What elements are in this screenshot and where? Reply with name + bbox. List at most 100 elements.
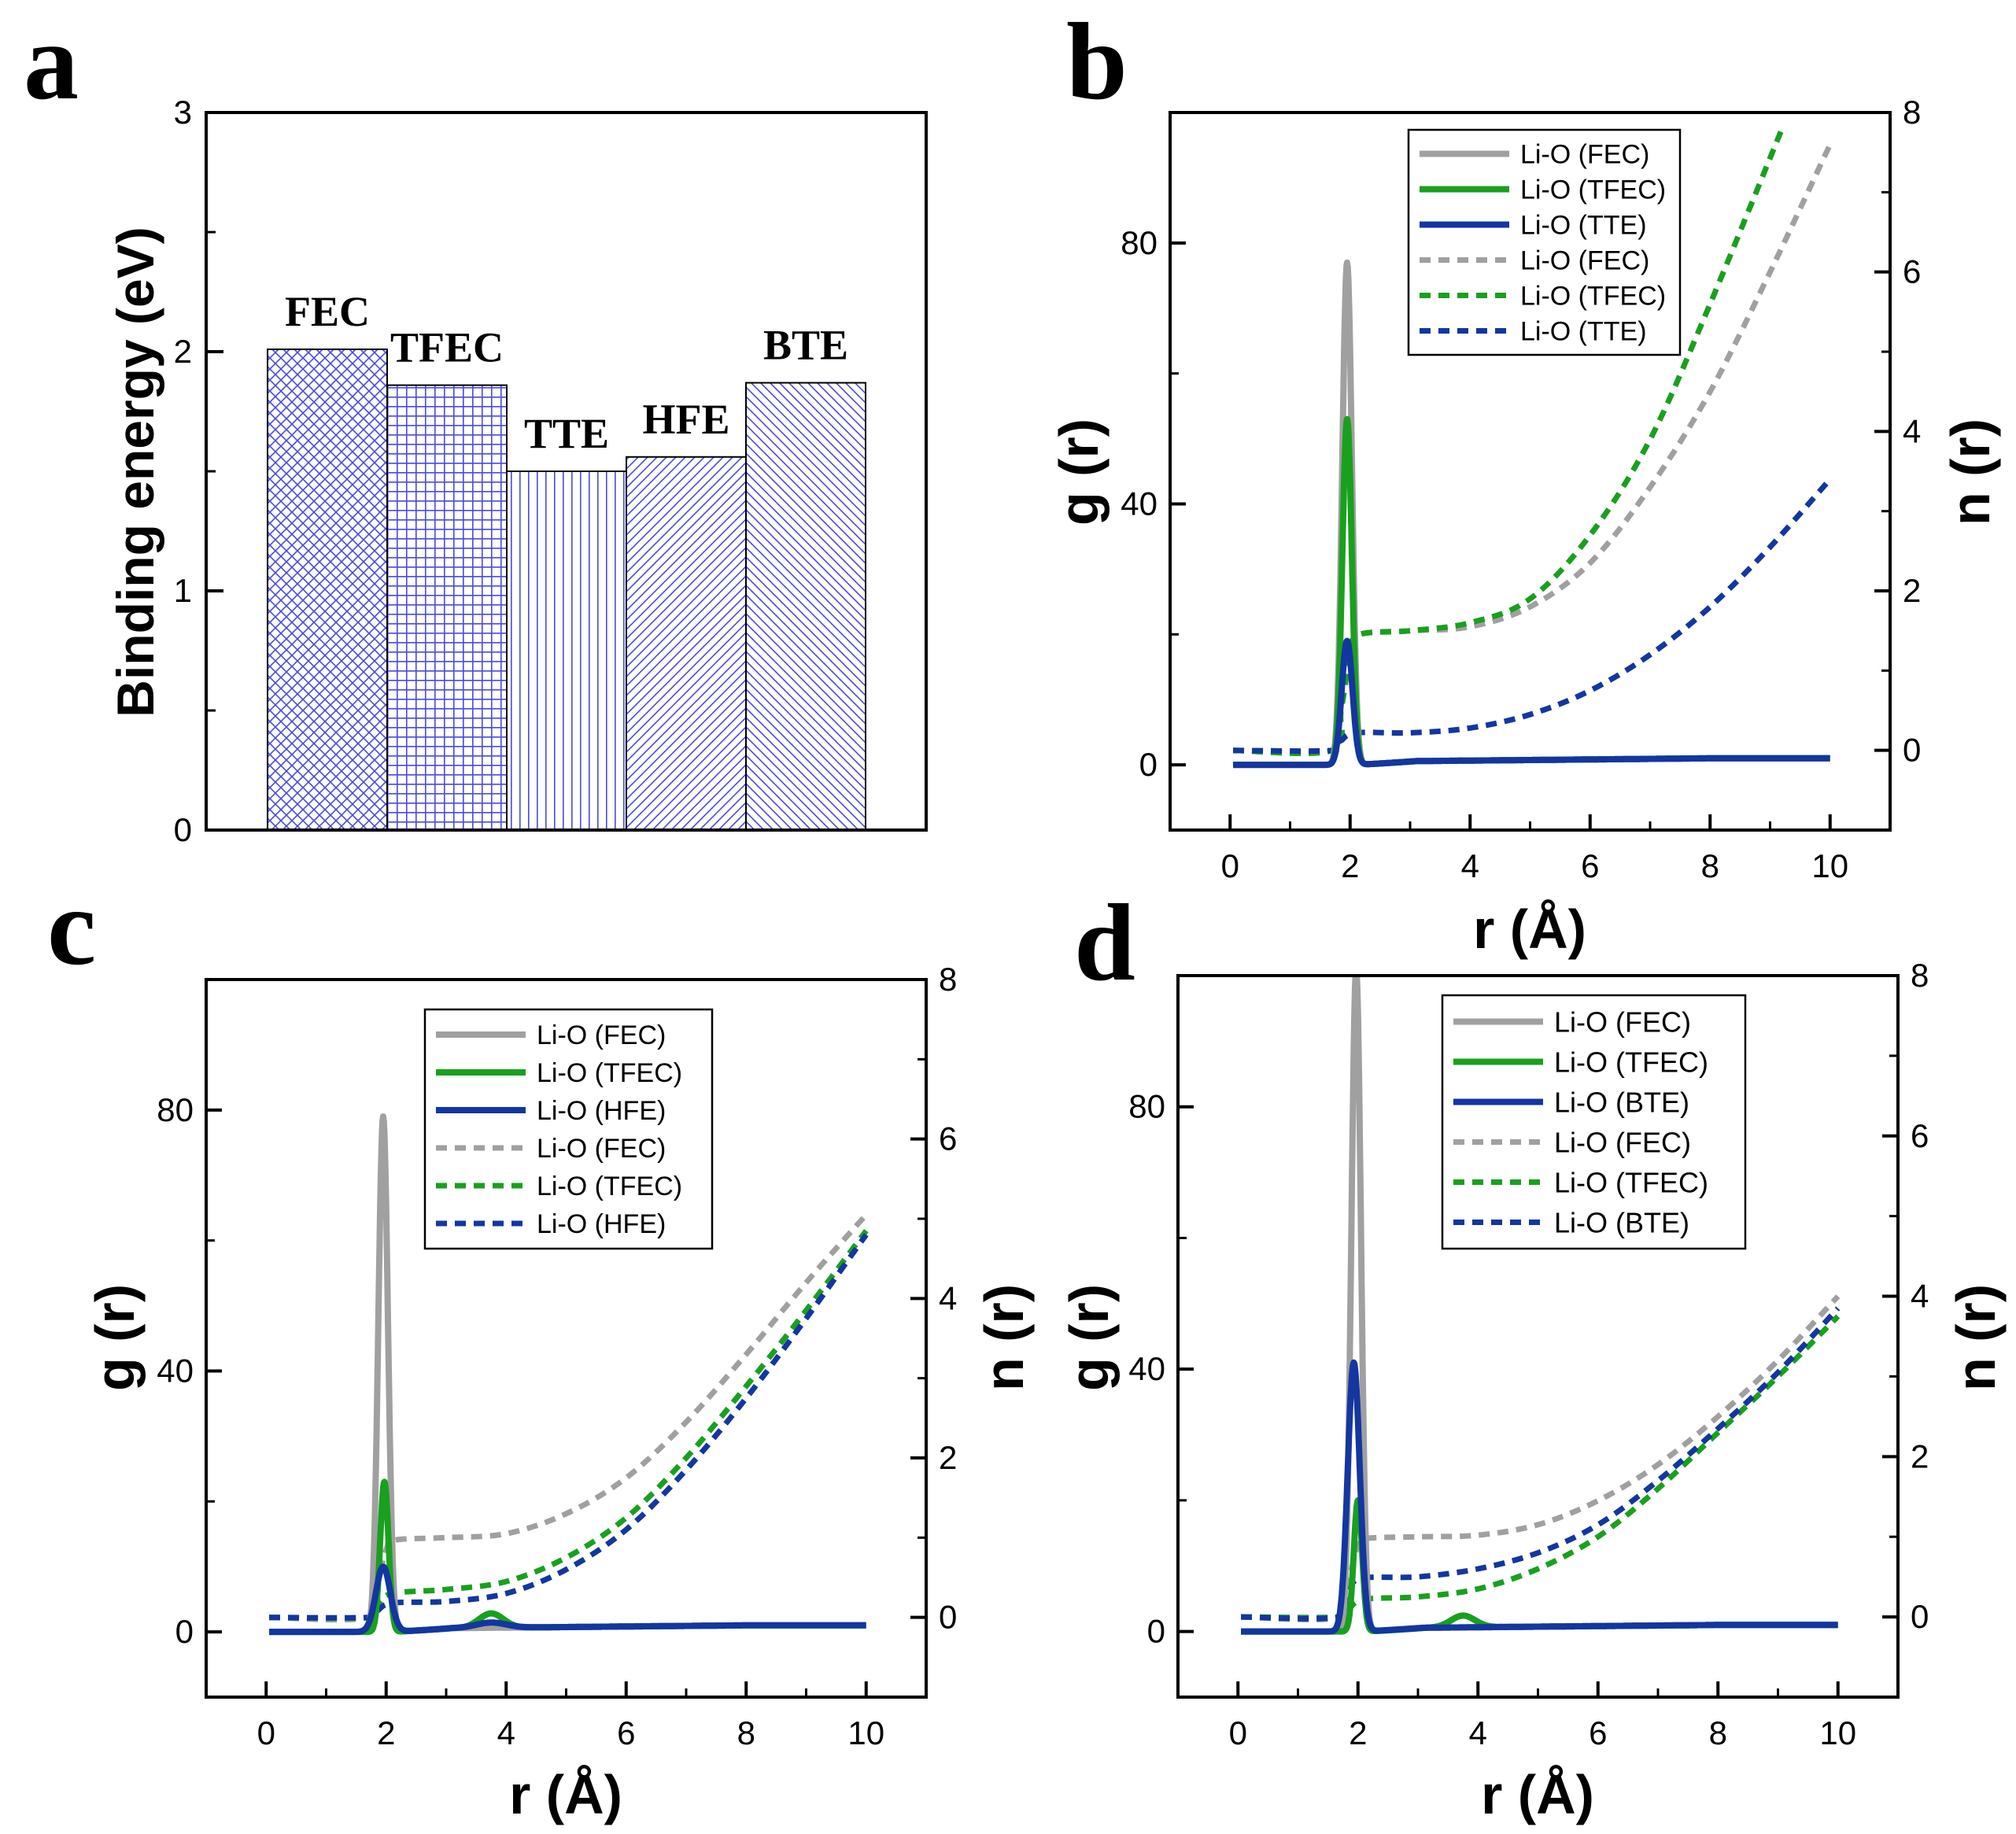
x-tick-label: 0 — [257, 1714, 275, 1751]
legend: Li-O (FEC) Li-O (TFEC) Li-O (BTE) Li-O (FEC… — [1441, 994, 1747, 1250]
y-right-tick-label: 0 — [939, 1599, 957, 1636]
x-tick-label: 4 — [1461, 847, 1479, 884]
y-right-tick-label: 2 — [1911, 1437, 1929, 1474]
legend-entry-label: Li-O (TTE) — [1520, 211, 1647, 241]
x-tick-label: 6 — [617, 1714, 635, 1751]
y-axis-label: Binding energy (eV) — [106, 227, 164, 717]
legend-entry-label: Li-O (FEC) — [537, 1134, 666, 1164]
panel-letter-b: b — [1066, 1, 1128, 123]
legend: Li-O (FEC) Li-O (TFEC) Li-O (TTE) Li-O (FEC… — [1407, 128, 1682, 356]
panel-letter-a: a — [24, 1, 79, 123]
x-tick-label: 8 — [1709, 1714, 1727, 1751]
y-right-tick-label: 8 — [939, 961, 957, 998]
series-lines — [1230, 127, 1833, 769]
legend-entry-label: Li-O (TFEC) — [537, 1172, 682, 1201]
y-tick-label: 40 — [157, 1352, 194, 1389]
bars — [267, 348, 866, 831]
series-li-o-hfe-rdf-solid — [266, 1563, 869, 1636]
x-tick-label: 2 — [1341, 847, 1359, 884]
y-tick-label: 0 — [1139, 746, 1158, 783]
y-tick-label: 1 — [174, 572, 192, 609]
y-axis-label: g (r) — [84, 1284, 146, 1391]
y-right-tick-label: 6 — [939, 1120, 957, 1157]
y-tick-label: 80 — [1121, 224, 1158, 261]
series-li-o-fec-cumulative-dashed — [269, 1212, 869, 1623]
legend-entry-label: Li-O (FEC) — [1554, 1006, 1691, 1038]
series-li-o-tfec-cumulative-dashed — [269, 1229, 869, 1622]
y-tick-label: 40 — [1128, 1350, 1165, 1387]
y-right-tick-label: 0 — [1911, 1598, 1929, 1635]
y-right-tick-label: 6 — [1903, 253, 1921, 290]
y-tick-label: 0 — [175, 1613, 194, 1650]
y-right-tick-label: 6 — [1911, 1117, 1929, 1154]
legend-box — [1441, 994, 1747, 1250]
y-tick-label: 2 — [174, 333, 192, 370]
y-right-tick-label: 8 — [1911, 957, 1929, 994]
axis-ticks: 0 2 4 6 8 10 0 40 80 0 2 4 6 8 — [157, 961, 957, 1751]
legend-box — [423, 1008, 714, 1250]
axis-ticks: 0 2 4 6 8 10 0 40 80 0 2 4 6 8 — [1128, 957, 1929, 1751]
legend-entry-label: Li-O (TTE) — [1520, 317, 1647, 347]
bar-tte — [506, 470, 627, 831]
x-tick-label: 10 — [1819, 1714, 1856, 1751]
panel-letter-c: c — [47, 866, 96, 988]
bar-fec — [267, 348, 388, 831]
series-li-o-bte-cumulative-dashed — [1241, 1306, 1841, 1622]
legend-entry-label: Li-O (TFEC) — [537, 1058, 682, 1088]
x-tick-label: 2 — [1349, 1714, 1367, 1751]
y-axis-label: g (r) — [1058, 1284, 1120, 1391]
legend-entry-label: Li-O (FEC) — [1520, 246, 1649, 276]
legend: Li-O (FEC) Li-O (TFEC) Li-O (HFE) Li-O (FEC… — [423, 1008, 714, 1250]
legend-entry-label: Li-O (BTE) — [1554, 1086, 1689, 1118]
series-li-o-tfec-cumulative-dashed — [1241, 1314, 1841, 1621]
bar-label-hfe: HFE — [642, 396, 729, 443]
y-tick-label: 3 — [174, 94, 192, 131]
legend-entry-label: Li-O (FEC) — [1520, 140, 1649, 170]
series-li-o-tfec-rdf-solid — [266, 1478, 869, 1636]
x-tick-label: 4 — [497, 1714, 515, 1751]
series-li-o-fec-cumulative-dashed — [1233, 143, 1833, 756]
x-tick-label: 8 — [1701, 847, 1719, 884]
y-right-tick-label: 4 — [1903, 412, 1921, 449]
legend-entry-label: Li-O (HFE) — [537, 1096, 666, 1126]
y-tick-label: 80 — [1128, 1088, 1165, 1125]
x-tick-label: 2 — [377, 1714, 395, 1751]
bar-label-bte: BTE — [763, 322, 848, 369]
legend-entry-label: Li-O (TFEC) — [1520, 175, 1666, 205]
y-tick-label: 40 — [1121, 485, 1158, 522]
y-right-tick-label: 4 — [939, 1279, 957, 1316]
legend-box — [1407, 128, 1682, 356]
x-tick-label: 10 — [847, 1714, 884, 1751]
series-li-o-fec-cumulative-dashed — [1241, 1294, 1841, 1623]
x-tick-label: 6 — [1589, 1714, 1607, 1751]
y-right-tick-label: 0 — [1903, 732, 1921, 769]
y-right-tick-label: 2 — [939, 1439, 957, 1476]
legend-entry-label: Li-O (FEC) — [1554, 1126, 1691, 1158]
x-axis-label: r (Å) — [1473, 899, 1586, 960]
axis-ticks: 0 2 4 6 8 10 0 40 80 0 2 4 6 8 — [1121, 94, 1921, 884]
x-axis-label: r (Å) — [1481, 1764, 1594, 1825]
legend-entry-label: Li-O (TFEC) — [1520, 282, 1666, 312]
y-axis-label-right: n (r) — [973, 1284, 1035, 1391]
bar-bte — [745, 382, 866, 831]
x-tick-label: 0 — [1221, 847, 1239, 884]
x-tick-label: 10 — [1811, 847, 1848, 884]
series-li-o-hfe-cumulative-dashed — [269, 1233, 869, 1621]
bar-hfe — [626, 456, 747, 831]
x-tick-label: 4 — [1469, 1714, 1487, 1751]
series-li-o-tte-cumulative-dashed — [1233, 477, 1833, 755]
y-axis-ticks: 0 1 2 3 — [174, 94, 223, 848]
y-right-tick-label: 4 — [1911, 1278, 1929, 1315]
plot-frame — [205, 111, 928, 832]
x-axis-label: r (Å) — [509, 1764, 622, 1825]
series-li-o-tte-rdf-solid — [1230, 637, 1833, 769]
panel-a-bar-chart: FEC TFEC TTE HFE BTE 0 1 2 3 Binding energy (eV… — [106, 94, 928, 848]
panel-letter-d: d — [1074, 882, 1135, 1004]
x-tick-label: 6 — [1581, 847, 1599, 884]
series-li-o-tfec-rdf-solid — [1238, 1496, 1841, 1635]
y-tick-label: 0 — [174, 811, 192, 848]
